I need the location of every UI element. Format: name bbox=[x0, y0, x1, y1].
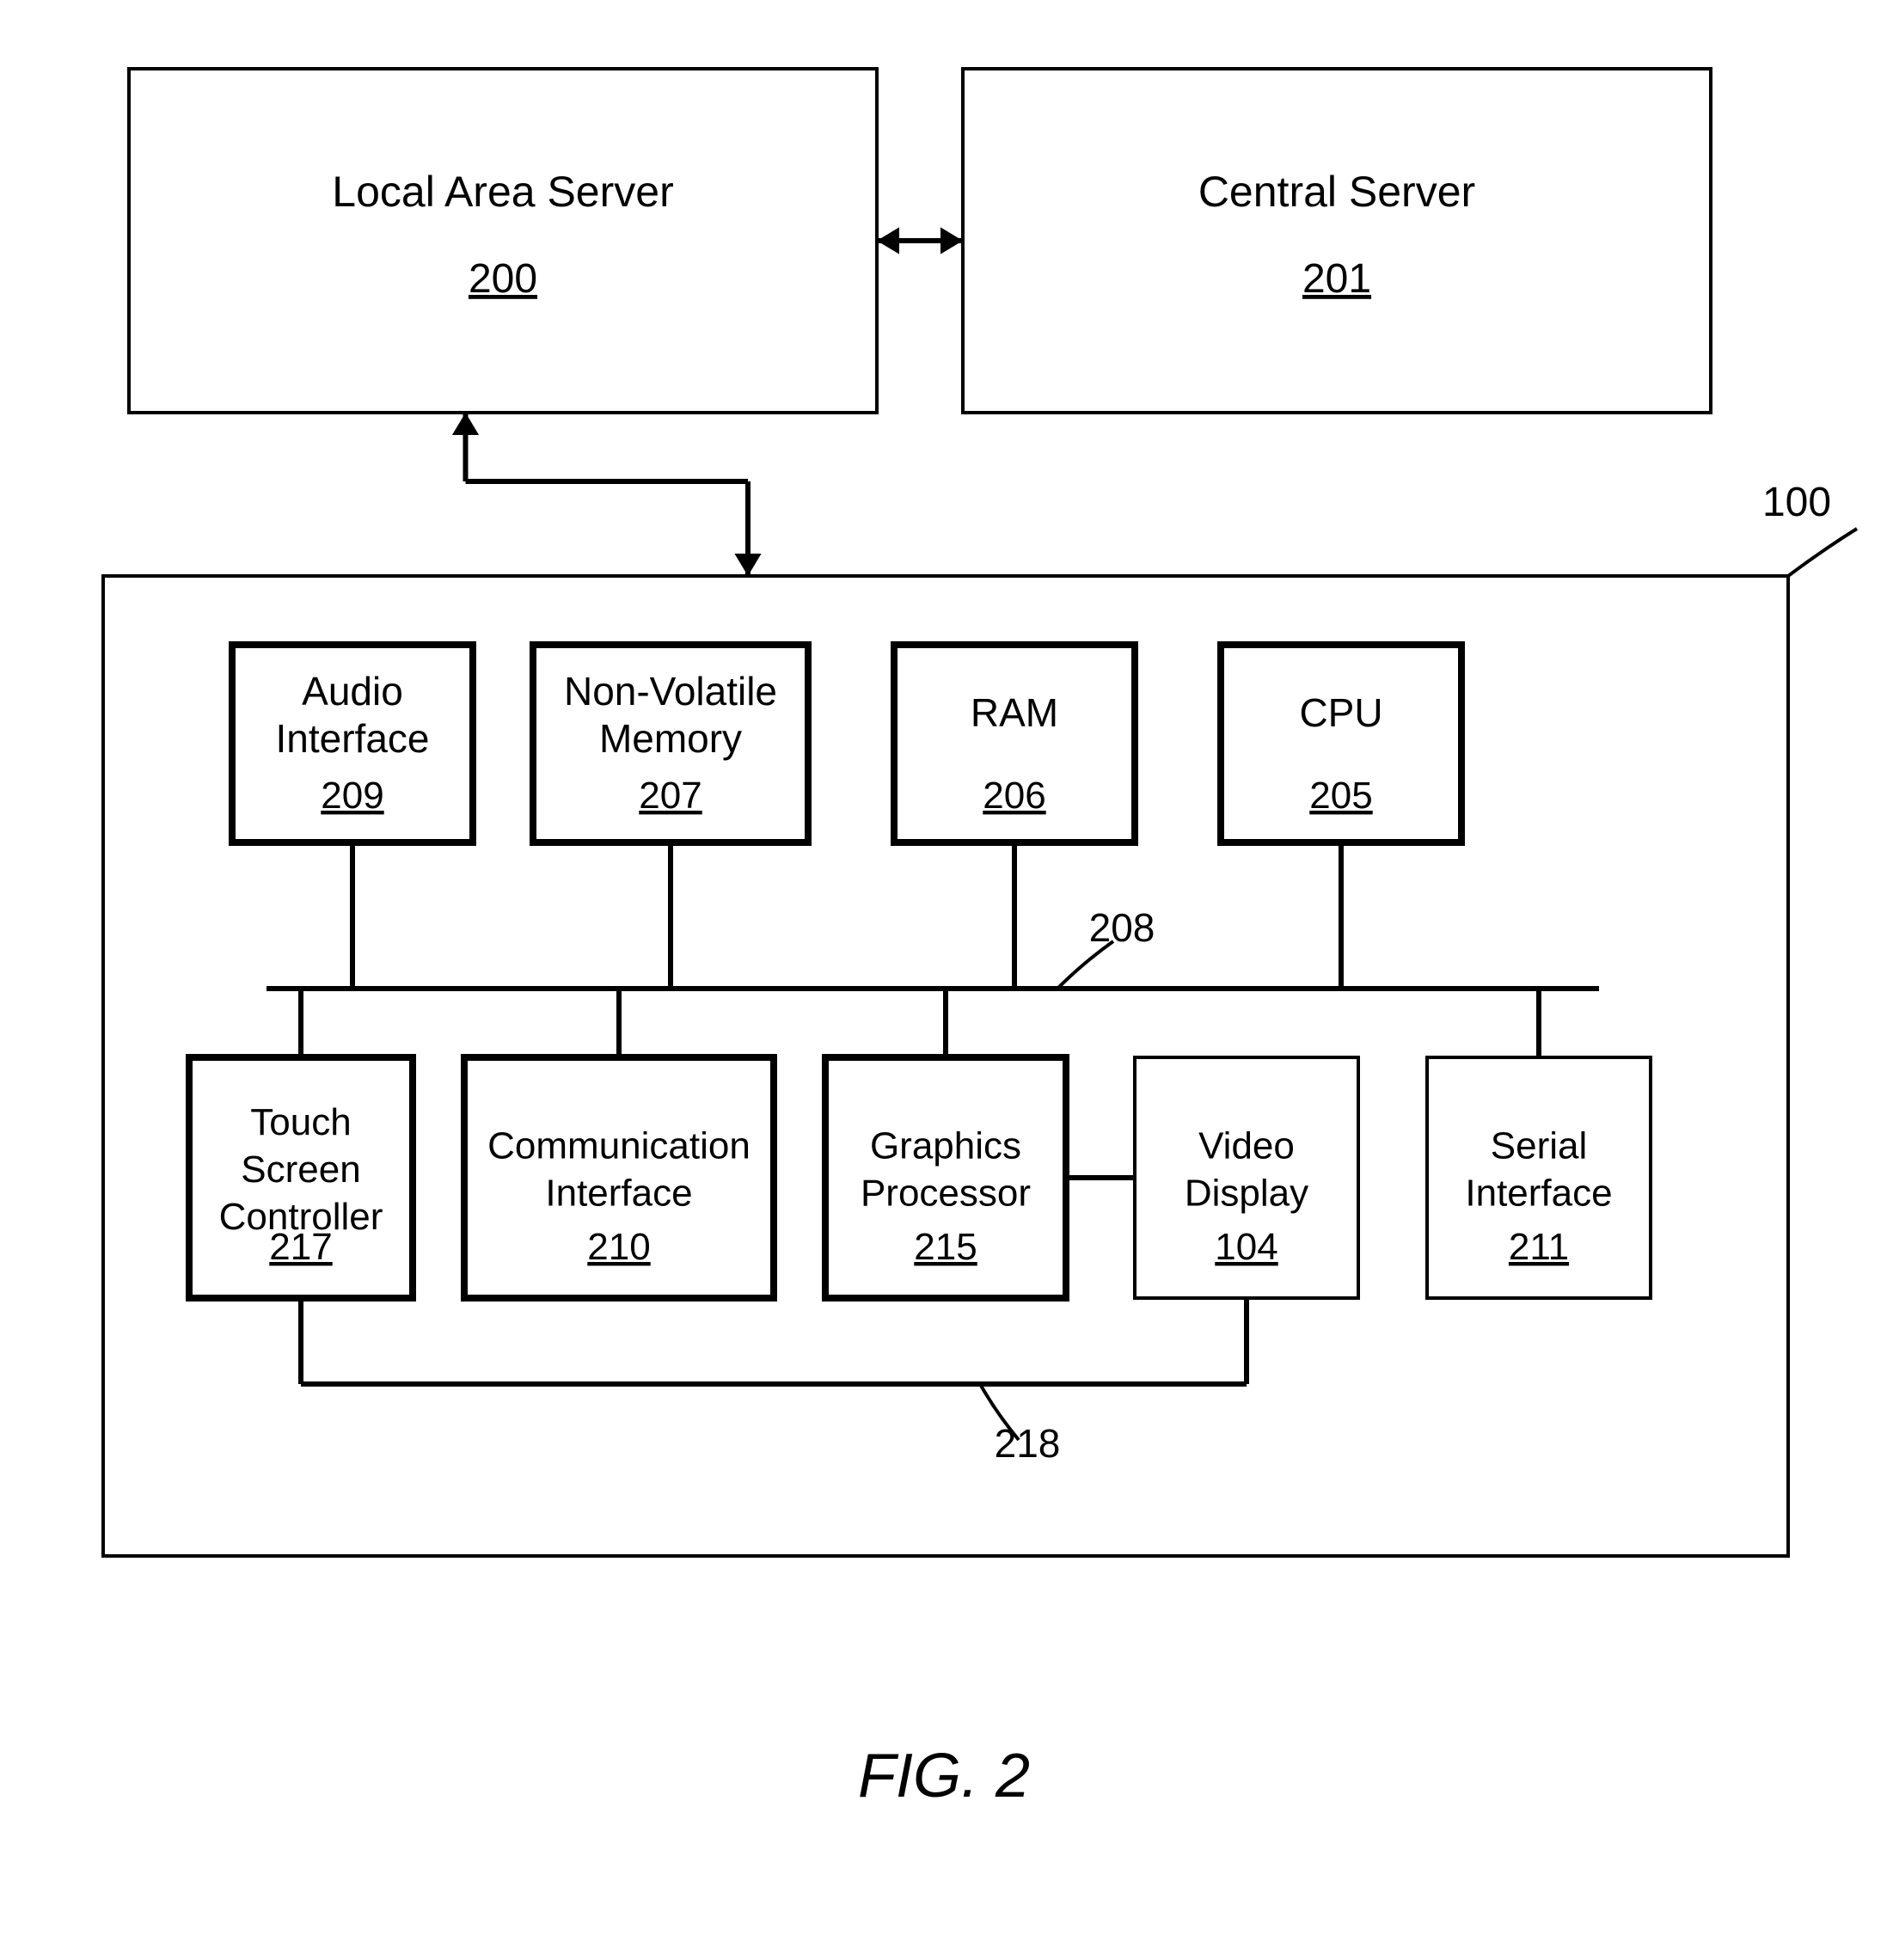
label: 104 bbox=[1215, 1226, 1277, 1268]
label: 209 bbox=[321, 775, 383, 817]
label: 217 bbox=[269, 1226, 332, 1268]
label: Memory bbox=[599, 716, 742, 761]
label: 211 bbox=[1509, 1226, 1569, 1268]
label: 208 bbox=[1089, 905, 1155, 950]
label: 206 bbox=[983, 775, 1045, 817]
label: Audio bbox=[302, 669, 403, 714]
label: FIG. 2 bbox=[858, 1742, 1030, 1810]
label: 201 bbox=[1302, 256, 1371, 302]
label: 205 bbox=[1309, 775, 1372, 817]
label: RAM bbox=[971, 690, 1058, 735]
label: Non-Volatile bbox=[564, 669, 777, 714]
label: Display bbox=[1185, 1173, 1308, 1215]
box bbox=[129, 69, 877, 413]
label: 100 bbox=[1762, 480, 1831, 525]
connector bbox=[452, 413, 479, 435]
label: Touch bbox=[250, 1101, 351, 1143]
label: CPU bbox=[1299, 690, 1382, 735]
connector bbox=[734, 554, 761, 576]
label: Serial bbox=[1491, 1125, 1588, 1167]
label: Screen bbox=[241, 1148, 360, 1191]
connector bbox=[1788, 529, 1857, 576]
block-diagram: Local Area Server 200 Central Server 201 100… bbox=[0, 0, 1887, 1960]
label: Local Area Server bbox=[332, 168, 673, 216]
label: Video bbox=[1198, 1125, 1295, 1167]
box bbox=[963, 69, 1711, 413]
label: 218 bbox=[995, 1421, 1061, 1466]
label: Processor bbox=[861, 1173, 1031, 1215]
label: Graphics bbox=[870, 1125, 1021, 1167]
label: Interface bbox=[1465, 1173, 1612, 1215]
label: 200 bbox=[469, 256, 537, 302]
label: 215 bbox=[914, 1226, 977, 1268]
connector bbox=[877, 227, 899, 254]
label: 210 bbox=[587, 1226, 650, 1268]
label: Interface bbox=[276, 716, 430, 761]
label: Interface bbox=[545, 1173, 692, 1215]
label: 207 bbox=[639, 775, 701, 817]
connector bbox=[940, 227, 963, 254]
label: Communication bbox=[487, 1125, 751, 1167]
label: Central Server bbox=[1198, 168, 1475, 216]
